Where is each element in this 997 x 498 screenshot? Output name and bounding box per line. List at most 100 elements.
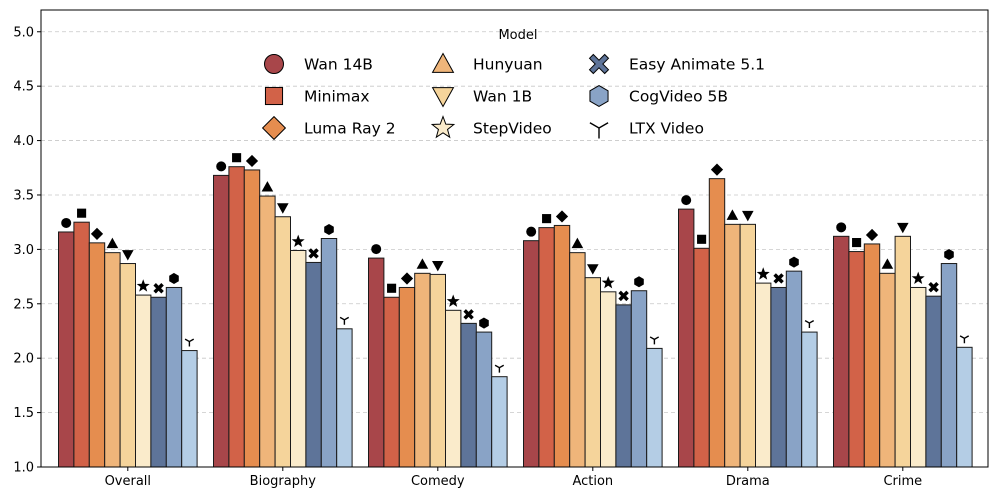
marker-wan-14b-crime <box>836 222 847 233</box>
legend-label: CogVideo 5B <box>629 88 728 106</box>
bar-wan-1b-biography <box>274 216 292 468</box>
marker-wan-1b-biography <box>277 203 289 214</box>
marker-easy-animate-5-1-drama <box>773 273 784 284</box>
bar-cogvideo-5b-crime <box>940 263 958 468</box>
marker-luma-ray-2-overall <box>90 227 104 240</box>
legend-item: Wan 14B <box>264 54 373 74</box>
bar-easy-animate-5-1-drama <box>770 286 787 468</box>
legend-marker-tri-down-icon <box>589 122 609 139</box>
bar-hunyuan-action <box>569 252 586 468</box>
legend-item: Minimax <box>264 86 370 106</box>
bar-easy-animate-5-1-crime <box>925 295 942 468</box>
marker-easy-animate-5-1-comedy <box>463 309 474 320</box>
marker-luma-ray-2-comedy <box>400 272 414 285</box>
bar-wan-14b-comedy <box>368 257 385 468</box>
bar-hunyuan-drama <box>724 223 741 468</box>
bar-stepvideo-biography <box>290 249 307 468</box>
bar-minimax-overall <box>73 221 90 468</box>
marker-minimax-biography <box>232 153 242 163</box>
bar-cogvideo-5b-comedy <box>475 331 493 468</box>
bar-minimax-biography <box>228 166 245 468</box>
marker-wan-14b-biography <box>216 161 227 172</box>
marker-luma-ray-2-drama <box>710 163 724 176</box>
bar-wan-1b-action <box>584 277 601 468</box>
legend-marker-square-icon <box>264 86 284 106</box>
bar-ltx-video-crime <box>956 346 973 468</box>
x-tick-label: Drama <box>726 474 770 489</box>
marker-hunyuan-comedy <box>416 258 429 269</box>
marker-cogvideo-5b-drama <box>789 256 799 268</box>
bar-wan-14b-overall <box>58 231 75 468</box>
bar-cogvideo-5b-biography <box>320 238 338 468</box>
bar-cogvideo-5b-overall <box>165 286 183 468</box>
marker-hunyuan-overall <box>106 237 119 249</box>
bar-hunyuan-biography <box>259 195 276 468</box>
bar-ltx-video-drama <box>801 331 818 468</box>
marker-stepvideo-drama <box>756 267 770 280</box>
bar-ltx-video-comedy <box>491 376 508 468</box>
bar-minimax-drama <box>693 247 710 468</box>
marker-cogvideo-5b-action <box>634 276 644 288</box>
marker-ltx-video-crime <box>959 335 970 344</box>
marker-wan-14b-action <box>526 226 537 237</box>
bar-stepvideo-drama <box>755 282 772 468</box>
marker-stepvideo-comedy <box>446 294 460 307</box>
x-tick-label: Biography <box>250 474 317 489</box>
bar-stepvideo-overall <box>135 294 152 468</box>
bar-wan-14b-biography <box>213 174 230 468</box>
bar-stepvideo-action <box>600 291 617 468</box>
plot-frame <box>40 9 989 468</box>
legend-label: Hunyuan <box>473 56 543 74</box>
bar-luma-ray-2-overall <box>88 242 106 468</box>
bar-hunyuan-comedy <box>414 272 431 468</box>
bar-wan-14b-drama <box>678 208 695 468</box>
marker-hunyuan-action <box>571 237 584 249</box>
legend-item: LTX Video <box>589 120 704 139</box>
marker-stepvideo-overall <box>136 279 150 292</box>
marker-easy-animate-5-1-biography <box>308 248 319 259</box>
y-tick-label: 4.5 <box>13 80 34 95</box>
marker-minimax-overall <box>77 208 87 218</box>
marker-wan-1b-drama <box>742 210 754 222</box>
y-tick-label: 3.5 <box>13 188 34 203</box>
legend-marker-circle-icon <box>264 54 284 74</box>
marker-cogvideo-5b-overall <box>169 272 179 284</box>
bar-easy-animate-5-1-comedy <box>460 322 477 468</box>
x-tick-label: Comedy <box>411 474 465 489</box>
legend-item: Wan 1B <box>431 87 532 108</box>
marker-stepvideo-crime <box>911 271 925 284</box>
marker-ltx-video-biography <box>339 316 350 325</box>
bar-luma-ray-2-comedy <box>398 286 416 468</box>
bar-luma-ray-2-action <box>553 224 571 468</box>
bar-stepvideo-comedy <box>445 309 462 468</box>
marker-luma-ray-2-crime <box>865 228 879 242</box>
bar-minimax-crime <box>848 251 865 468</box>
marker-cogvideo-5b-crime <box>944 249 954 261</box>
marker-cogvideo-5b-biography <box>324 223 334 236</box>
marker-wan-1b-comedy <box>432 260 444 272</box>
legend-marker-triangle-up-icon <box>431 52 455 73</box>
y-tick-label: 1.0 <box>13 461 34 476</box>
marker-hunyuan-biography <box>261 181 274 192</box>
legend-marker-star-icon <box>430 115 456 139</box>
axes: 1.0 1.5 2.0 2.5 3.0 3.5 4.0 4.5 5.0 Overall Biogra… <box>13 25 922 489</box>
y-tick-label: 2.5 <box>13 297 34 312</box>
bar-wan-14b-crime <box>833 235 850 468</box>
bar-markers <box>61 153 970 373</box>
marker-easy-animate-5-1-crime <box>928 281 939 293</box>
legend-label: Easy Animate 5.1 <box>629 56 765 74</box>
marker-ltx-video-action <box>649 336 660 345</box>
marker-hunyuan-crime <box>881 258 894 269</box>
x-tick-label: Crime <box>883 474 922 489</box>
bar-ltx-video-biography <box>336 328 353 468</box>
marker-minimax-action <box>542 214 552 224</box>
legend-label: LTX Video <box>629 120 704 138</box>
marker-ltx-video-drama <box>804 319 815 329</box>
marker-stepvideo-biography <box>291 234 305 247</box>
legend-marker-x-icon <box>588 53 610 75</box>
marker-minimax-drama <box>697 234 707 244</box>
marker-easy-animate-5-1-action <box>618 290 629 302</box>
bar-ltx-video-action <box>646 347 663 468</box>
bar-wan-1b-comedy <box>429 273 447 468</box>
legend-item: Luma Ray 2 <box>261 115 396 141</box>
